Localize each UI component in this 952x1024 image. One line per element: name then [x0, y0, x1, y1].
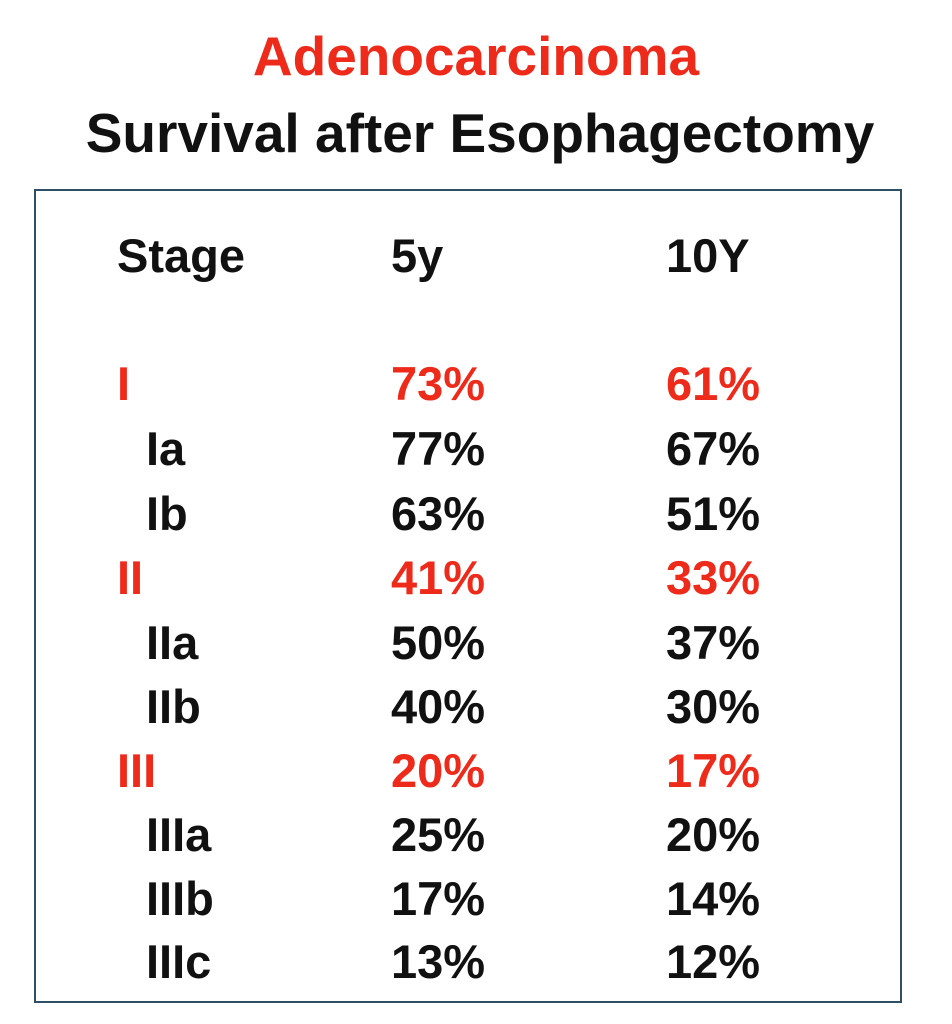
table-row: IIIa 25% 20%: [0, 805, 952, 865]
slide-subtitle: Survival after Esophagectomy: [85, 102, 875, 164]
stage-cell: IIIc: [146, 935, 212, 988]
survival-5y-cell: 41%: [391, 551, 486, 604]
survival-10y-cell: 17%: [666, 744, 761, 797]
survival-10y-cell: 30%: [666, 680, 761, 733]
survival-10y-cell: 51%: [666, 487, 761, 540]
survival-10y-cell: 61%: [666, 357, 761, 410]
survival-5y-cell: 73%: [391, 357, 486, 410]
survival-5y-cell: 20%: [391, 744, 486, 797]
survival-5y-cell: 50%: [391, 616, 486, 669]
stage-cell: IIIb: [146, 872, 214, 925]
column-header-10y: 10Y: [666, 229, 750, 282]
survival-5y-cell: 13%: [391, 935, 486, 988]
survival-10y-cell: 14%: [666, 872, 761, 925]
survival-10y-cell: 67%: [666, 422, 761, 475]
survival-5y-cell: 17%: [391, 872, 486, 925]
table-row: IIIc 13% 12%: [0, 932, 952, 992]
slide-title: Adenocarcinoma: [252, 25, 700, 87]
stage-cell: I: [117, 357, 131, 410]
survival-10y-cell: 12%: [666, 935, 761, 988]
survival-10y-cell: 20%: [666, 808, 761, 861]
survival-5y-cell: 77%: [391, 422, 486, 475]
stage-cell: IIIa: [146, 808, 212, 861]
stage-cell: III: [117, 744, 157, 797]
survival-10y-cell: 33%: [666, 551, 761, 604]
stage-cell: Ia: [146, 422, 186, 475]
stage-cell: II: [117, 551, 144, 604]
column-header-stage: Stage: [117, 229, 245, 282]
table-frame: [34, 189, 902, 1003]
survival-5y-cell: 25%: [391, 808, 486, 861]
stage-cell: Ib: [146, 487, 188, 540]
survival-5y-cell: 63%: [391, 487, 486, 540]
survival-10y-cell: 37%: [666, 616, 761, 669]
table-row: Ib 63% 51%: [0, 484, 952, 544]
table-row: III 20% 17%: [0, 741, 952, 801]
stage-cell: IIb: [146, 680, 201, 733]
survival-5y-cell: 40%: [391, 680, 486, 733]
table-row: I 73% 61%: [0, 354, 952, 414]
table-row: Ia 77% 67%: [0, 419, 952, 479]
table-row: II 41% 33%: [0, 548, 952, 608]
table-row: IIb 40% 30%: [0, 677, 952, 737]
table-row: IIa 50% 37%: [0, 613, 952, 673]
stage-cell: IIa: [146, 616, 199, 669]
column-header-5y: 5y: [391, 229, 444, 282]
table-row: IIIb 17% 14%: [0, 869, 952, 929]
